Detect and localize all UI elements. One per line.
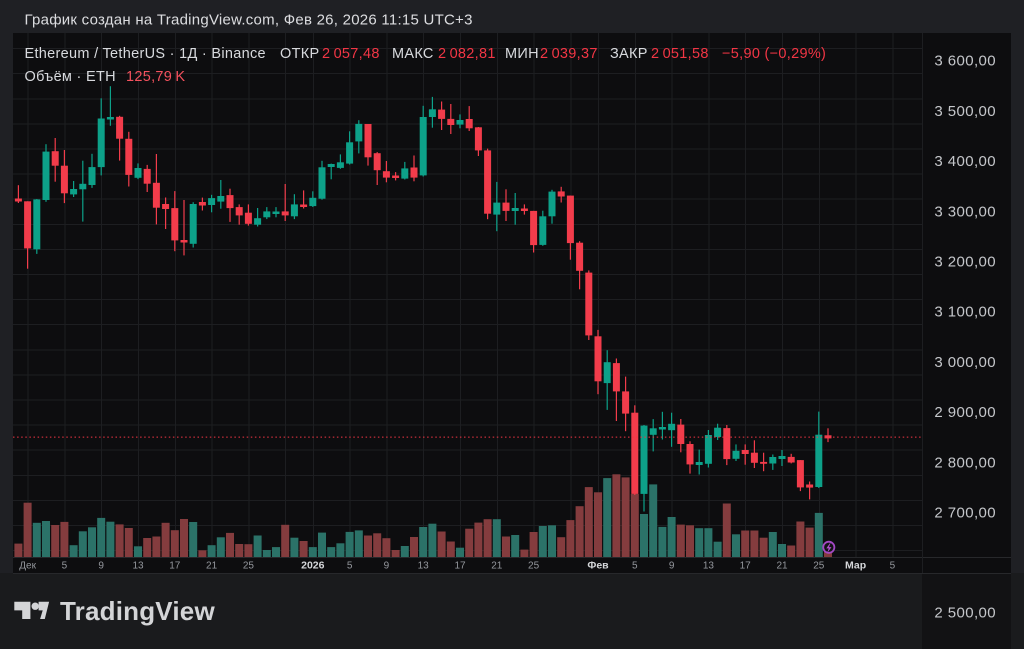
svg-text:17: 17 [740, 561, 752, 572]
svg-text:13: 13 [132, 561, 144, 572]
svg-text:25: 25 [243, 561, 255, 572]
svg-text:21: 21 [491, 561, 503, 572]
svg-text:ОТКР: ОТКР [280, 46, 319, 62]
svg-text:Мар: Мар [845, 560, 866, 572]
svg-text:5: 5 [62, 561, 68, 572]
svg-text:17: 17 [454, 561, 466, 572]
svg-text:TradingView: TradingView [60, 596, 215, 626]
svg-text:3 000,00: 3 000,00 [934, 354, 996, 371]
svg-text:График создан на TradingView.c: График создан на TradingView.com, Фев 26… [25, 12, 473, 29]
svg-text:Объём · ETH: Объём · ETH [25, 69, 116, 85]
svg-text:9: 9 [98, 561, 104, 572]
svg-text:Ethereum / TetherUS · 1Д · Bin: Ethereum / TetherUS · 1Д · Binance [25, 46, 266, 62]
svg-text:21: 21 [776, 561, 788, 572]
svg-text:3 100,00: 3 100,00 [934, 304, 996, 321]
svg-text:5: 5 [347, 561, 353, 572]
svg-text:МАКС: МАКС [392, 46, 434, 62]
svg-text:17: 17 [169, 561, 181, 572]
svg-text:3 600,00: 3 600,00 [934, 53, 996, 70]
svg-text:2 082,81: 2 082,81 [438, 46, 496, 62]
svg-text:9: 9 [669, 561, 675, 572]
svg-text:5: 5 [632, 561, 638, 572]
svg-text:2026: 2026 [301, 560, 325, 572]
svg-text:2 057,48: 2 057,48 [322, 46, 380, 62]
svg-text:25: 25 [813, 561, 825, 572]
svg-text:2 051,58: 2 051,58 [651, 46, 709, 62]
svg-text:−5,90 (−0,29%): −5,90 (−0,29%) [722, 46, 826, 62]
svg-text:3 300,00: 3 300,00 [934, 203, 996, 220]
svg-text:2 800,00: 2 800,00 [934, 454, 996, 471]
svg-text:2 039,37: 2 039,37 [540, 46, 598, 62]
svg-text:3 500,00: 3 500,00 [934, 103, 996, 120]
svg-text:5: 5 [890, 561, 896, 572]
svg-text:Фев: Фев [587, 560, 609, 572]
svg-text:2 900,00: 2 900,00 [934, 404, 996, 421]
svg-text:Дек: Дек [19, 561, 36, 572]
svg-text:МИН: МИН [505, 46, 539, 62]
svg-text:25: 25 [528, 561, 540, 572]
svg-text:2 500,00: 2 500,00 [934, 605, 996, 622]
svg-text:125,79 K: 125,79 K [126, 69, 185, 85]
svg-text:9: 9 [384, 561, 390, 572]
svg-text:2 700,00: 2 700,00 [934, 505, 996, 522]
svg-text:3 400,00: 3 400,00 [934, 153, 996, 170]
svg-text:ЗАКР: ЗАКР [610, 46, 648, 62]
svg-text:3 200,00: 3 200,00 [934, 254, 996, 271]
svg-text:13: 13 [703, 561, 715, 572]
svg-text:21: 21 [206, 561, 218, 572]
svg-text:13: 13 [418, 561, 430, 572]
